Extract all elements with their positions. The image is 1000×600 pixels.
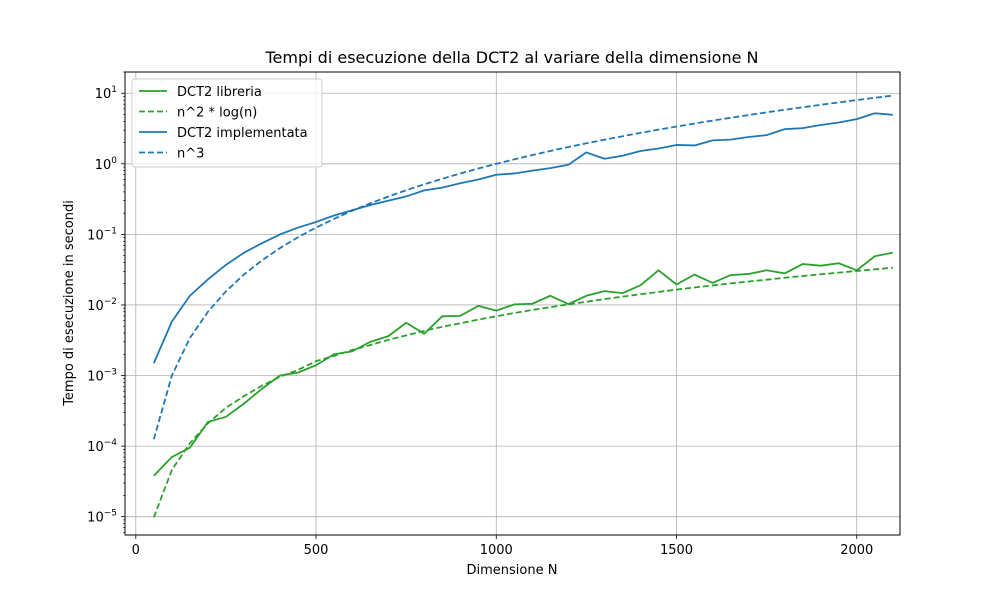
x-axis-ticks: 0 500 1000 1500 2000	[132, 535, 873, 558]
legend-label: DCT2 libreria	[177, 85, 262, 100]
x-tick-label: 0	[132, 543, 140, 558]
series-line-2	[153, 112, 893, 364]
y-tick-base: 10	[95, 87, 112, 102]
y-tick-base: 10	[87, 370, 104, 385]
y-tick-base: 10	[87, 440, 104, 455]
y-tick-exponent: −1	[104, 226, 117, 236]
y-tick-exponent: −5	[104, 509, 117, 519]
y-tick-label: 10−2	[87, 297, 117, 314]
y-tick-label: 100	[95, 156, 118, 173]
y-tick-exponent: −3	[104, 368, 117, 378]
y-tick-base: 10	[87, 228, 104, 243]
grid-lines	[125, 72, 900, 535]
legend-label: DCT2 implementata	[177, 126, 308, 141]
legend-label: n^3	[177, 147, 204, 162]
y-tick-base: 10	[87, 511, 104, 526]
x-tick-label: 2000	[840, 543, 873, 558]
x-tick-label: 1500	[660, 543, 693, 558]
y-tick-exponent: −4	[104, 438, 118, 448]
y-tick-label: 10−1	[87, 226, 117, 243]
y-axis-title: Tempo di esecuzione in secondi	[62, 200, 77, 407]
plot-frame	[124, 71, 901, 536]
series-layer	[152, 94, 893, 518]
x-axis-title: Dimensione N	[467, 563, 558, 578]
y-tick-base: 10	[95, 158, 112, 173]
chart-title: Tempi di esecuzione della DCT2 al variar…	[265, 48, 759, 67]
legend-box	[131, 78, 323, 168]
x-tick-label: 500	[304, 543, 329, 558]
y-tick-label: 10−4	[87, 438, 117, 455]
legend: DCT2 libreria n^2 * log(n) DCT2 implementa…	[131, 78, 323, 168]
y-tick-exponent: −2	[104, 297, 117, 307]
y-tick-exponent: 0	[111, 156, 117, 166]
y-tick-base: 10	[87, 299, 104, 314]
series-line-1	[152, 266, 893, 518]
x-tick-label: 1000	[480, 543, 513, 558]
series-line-3	[152, 94, 893, 440]
y-tick-label: 10−5	[87, 509, 117, 526]
y-tick-label: 10−3	[87, 368, 117, 385]
legend-label: n^2 * log(n)	[177, 106, 257, 121]
y-tick-exponent: 1	[111, 85, 117, 95]
y-tick-label: 101	[95, 85, 117, 102]
